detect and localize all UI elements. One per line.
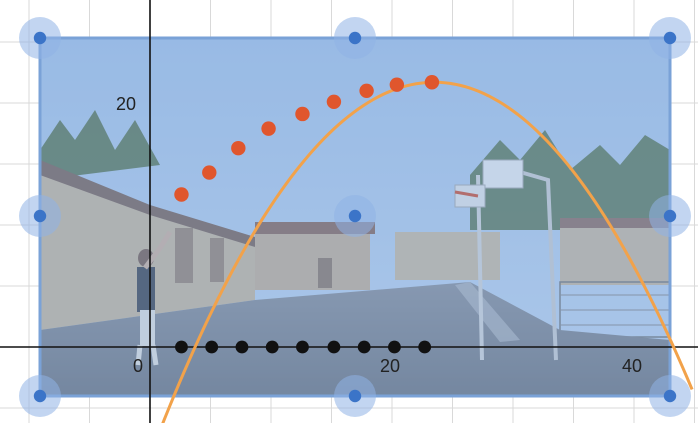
bottom-middle-handle[interactable]: [348, 389, 362, 403]
ground-point-series: [175, 340, 432, 354]
center-handle[interactable]: [348, 209, 362, 223]
y-tick-label: 20: [116, 94, 136, 114]
x-tick-label: 0: [133, 356, 143, 376]
ground-point: [175, 340, 188, 354]
x-tick-label: 20: [380, 356, 400, 376]
ground-point: [235, 340, 249, 354]
ground-point: [327, 340, 341, 354]
ball-point: [359, 83, 374, 99]
bottom-left-handle[interactable]: [33, 389, 47, 403]
top-middle-handle[interactable]: [348, 31, 362, 45]
top-left-handle[interactable]: [33, 31, 47, 45]
ball-point: [326, 94, 342, 109]
ball-point: [389, 77, 405, 92]
ball-point-series: [174, 75, 440, 202]
ground-point: [296, 340, 309, 354]
ground-point: [357, 340, 371, 354]
basketball-shot-photo: [40, 38, 670, 396]
middle-left-handle[interactable]: [33, 209, 47, 223]
ball-point: [424, 75, 440, 90]
ground-point: [418, 340, 432, 354]
ground-point: [388, 340, 401, 354]
ball-point: [295, 106, 310, 122]
middle-right-handle[interactable]: [663, 209, 677, 223]
ball-point: [261, 121, 276, 136]
ball-point: [174, 187, 189, 202]
ball-point: [231, 140, 246, 156]
x-tick-label: 40: [622, 356, 642, 376]
bottom-right-handle[interactable]: [663, 389, 677, 403]
axis-tick-labels: 0 20 40 20: [116, 94, 642, 376]
ground-point: [205, 340, 219, 354]
selection-handles[interactable]: [19, 17, 691, 417]
ground-point: [265, 340, 279, 354]
top-right-handle[interactable]: [663, 31, 677, 45]
ball-point: [202, 165, 217, 180]
